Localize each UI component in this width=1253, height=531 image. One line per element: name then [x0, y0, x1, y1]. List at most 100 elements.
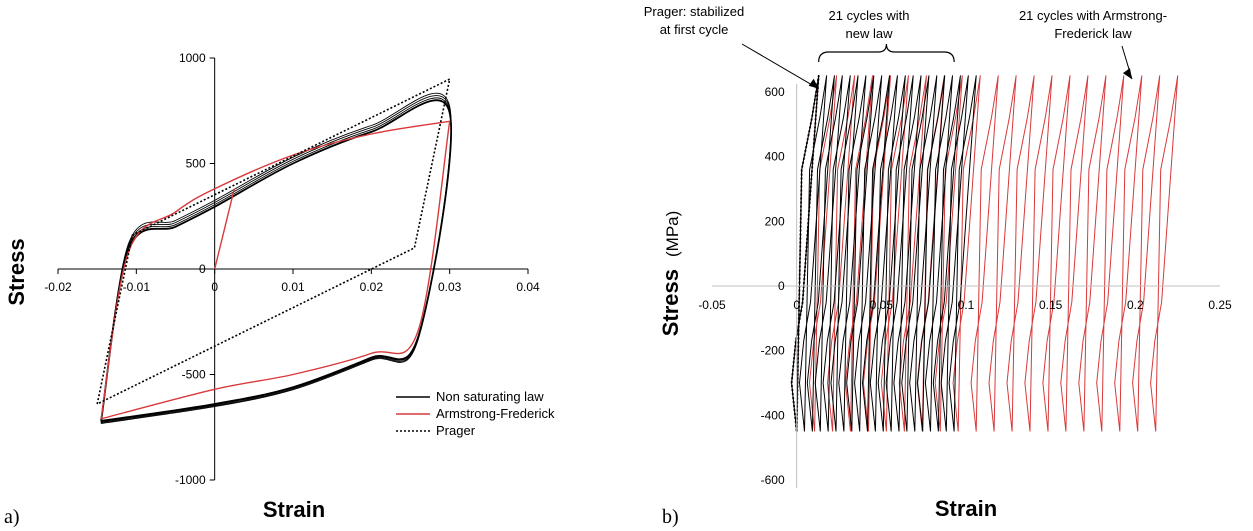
annotation-new-law-line1: 21 cycles with	[829, 8, 910, 23]
armstrong-frederick-cycle-line	[952, 75, 981, 432]
armstrong-frederick-cycle-line	[1096, 75, 1125, 432]
panel-b-y-tick-label: 0	[778, 279, 785, 293]
new-law-cycle-line	[830, 75, 859, 432]
panel-a-y-tick-label: 500	[186, 157, 206, 171]
panel-b-y-tick-label: 400	[765, 150, 785, 164]
panel-b-x-tick-label: 0.1	[958, 298, 975, 312]
legend-entry-label: Non saturating law	[436, 389, 544, 404]
panel-b-x-tick-label: 0	[793, 298, 800, 312]
armstrong-frederick-loading-line	[100, 120, 450, 419]
new-law-cycle-line	[893, 75, 922, 432]
non-saturating-law-line	[100, 97, 452, 423]
panel-b-x-tick-label: 0.25	[1208, 298, 1232, 312]
armstrong-frederick-cycle-line	[970, 75, 999, 432]
armstrong-frederick-cycle-line	[988, 75, 1017, 432]
legend-entry-label: Armstrong-Frederick	[436, 406, 555, 421]
panel-b-chart: -0.05 0 0.05 0.1 0.15 0.2 0.25 600 400 200 0 -200 -4…	[644, 4, 1232, 528]
armstrong-frederick-cycle-line	[1114, 75, 1143, 432]
panel-b-y-axis-unit: (MPa)	[663, 211, 682, 257]
panel-b-x-tick-label: -0.05	[698, 298, 726, 312]
panel-b-series	[790, 74, 1179, 432]
annotation-prager-line2: at first cycle	[660, 22, 729, 37]
panel-a-x-tick-label: 0	[211, 280, 218, 294]
new-law-cycle-line	[862, 75, 890, 432]
panel-a-x-axis-title: Strain	[263, 497, 325, 522]
panel-b-y-tick-label: 600	[765, 85, 785, 99]
panel-b-x-axis-title: Strain	[935, 496, 997, 521]
non-saturating-law-line	[100, 92, 452, 424]
prager-line	[96, 77, 451, 405]
new-law-cycle-line	[822, 75, 851, 432]
new-law-cycle-line	[940, 75, 969, 432]
panel-b-x-tick-label: 0.05	[870, 298, 894, 312]
panel-b-y-tick-label: -200	[761, 344, 785, 358]
panel-a-x-tick-label: -0.01	[123, 280, 151, 294]
panel-b-ticks: -0.05 0 0.05 0.1 0.15 0.2 0.25 600 400 200 0 -200 -4…	[698, 85, 1232, 487]
new-law-cycle-line	[901, 75, 930, 432]
panel-b-label: b)	[662, 506, 679, 528]
panel-a-x-tick-label: 0.04	[516, 280, 540, 294]
new-law-cycle-line	[799, 75, 828, 432]
armstrong-frederick-cycle-line	[827, 75, 856, 432]
armstrong-frederick-cycle-line	[1060, 75, 1089, 432]
annotation-af-arrowhead	[1122, 68, 1132, 80]
armstrong-frederick-cycle-line	[809, 75, 838, 432]
panel-a-y-tick-label: 0	[199, 262, 206, 276]
new-law-cycle-line	[854, 75, 883, 432]
armstrong-frederick-cycle-line	[898, 75, 927, 432]
armstrong-frederick-cycle-line	[1006, 75, 1035, 432]
armstrong-frederick-cycle-line	[1024, 75, 1053, 432]
panel-a-y-tick-label: -1000	[175, 473, 206, 487]
new-law-cycle-line	[838, 75, 867, 432]
legend-entry-label: Prager	[436, 423, 476, 438]
new-law-cycle-line	[869, 75, 898, 432]
new-law-cycle-line	[806, 75, 835, 432]
panel-a-x-tick-label: -0.02	[44, 280, 72, 294]
armstrong-frederick-unloading-line	[100, 121, 451, 420]
annotation-prager-line1: Prager: stabilized	[644, 4, 744, 19]
armstrong-frederick-cycle-line	[1132, 75, 1161, 432]
annotation-prager-arrowhead	[808, 78, 819, 89]
non-saturating-law-line	[100, 99, 453, 422]
panel-b-y-axis-title: Stress	[658, 269, 683, 336]
armstrong-frederick-initial-line	[214, 188, 235, 270]
new-law-cycle-line	[846, 75, 875, 432]
armstrong-frederick-cycle-line	[880, 75, 909, 432]
new-law-cycle-line	[909, 75, 938, 432]
panel-a-legend: Non saturating law Armstrong-Frederick Pra…	[396, 389, 555, 438]
annotation-af-line2: Frederick law	[1054, 26, 1132, 41]
panel-b-annotations: Prager: stabilized at first cycle 21 cycle…	[644, 4, 1167, 90]
new-law-cycle-line	[877, 75, 906, 432]
panel-b-axes	[712, 84, 1220, 488]
armstrong-frederick-cycle-line	[1078, 75, 1107, 432]
new-law-cycle-line	[924, 75, 953, 432]
panel-b-y-tick-label: -400	[761, 408, 785, 422]
panel-b-x-tick-label: 0.15	[1039, 298, 1063, 312]
panel-a-ticks: -0.02 -0.01 0 0.01 0.02 0.03 0.04 1000 500 0 -500 -…	[44, 51, 540, 487]
panel-a-x-tick-label: 0.03	[438, 280, 462, 294]
armstrong-frederick-cycle-line	[1042, 75, 1071, 432]
panel-b-x-tick-label: 0.2	[1127, 298, 1144, 312]
armstrong-frederick-cycle-line	[934, 75, 963, 432]
panel-a-x-tick-label: 0.02	[360, 280, 384, 294]
panel-a-y-tick-label: -500	[182, 368, 206, 382]
panel-a-y-axis-title: Stress	[4, 238, 29, 305]
annotation-new-law-line2: new law	[846, 26, 894, 41]
new-law-cycle-line	[885, 75, 914, 432]
new-law-cycle-line	[917, 75, 946, 432]
annotation-prager-arrow-line	[741, 43, 819, 90]
new-law-cycle-line	[791, 75, 820, 432]
panel-a-chart: -0.02 -0.01 0 0.01 0.02 0.03 0.04 1000 500 0 -500 -…	[4, 51, 555, 528]
non-saturating-law-line	[100, 95, 452, 424]
annotation-af-line1: 21 cycles with Armstrong-	[1019, 8, 1167, 23]
annotation-new-law-brace	[818, 43, 955, 63]
new-law-cycle-line	[948, 75, 977, 432]
panel-b-y-tick-label: 200	[765, 214, 785, 228]
panel-b-y-tick-label: -600	[761, 473, 785, 487]
panel-a-y-tick-label: 1000	[179, 51, 206, 65]
panel-a-x-tick-label: 0.01	[281, 280, 305, 294]
armstrong-frederick-cycle-line	[1150, 75, 1179, 432]
panel-a-label: a)	[4, 506, 20, 528]
new-law-cycle-line	[932, 75, 961, 432]
